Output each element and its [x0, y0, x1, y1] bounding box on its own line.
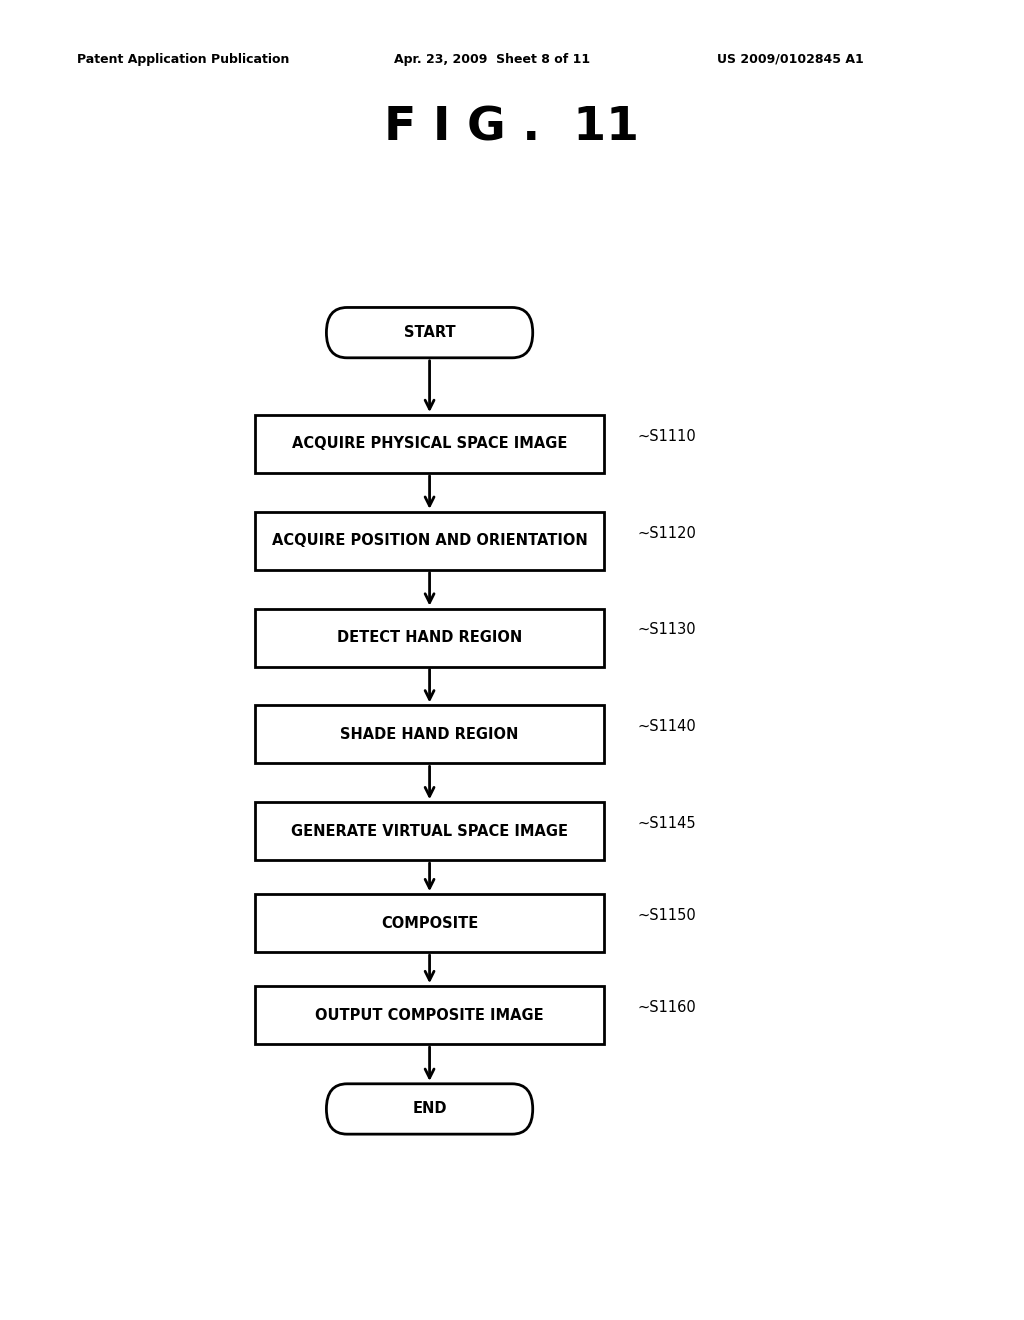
Text: GENERATE VIRTUAL SPACE IMAGE: GENERATE VIRTUAL SPACE IMAGE: [291, 824, 568, 838]
FancyBboxPatch shape: [255, 894, 604, 952]
Text: ~S1140: ~S1140: [638, 719, 696, 734]
FancyBboxPatch shape: [255, 705, 604, 763]
Text: COMPOSITE: COMPOSITE: [381, 916, 478, 931]
FancyBboxPatch shape: [327, 308, 532, 358]
Text: US 2009/0102845 A1: US 2009/0102845 A1: [717, 53, 863, 66]
Text: ~S1145: ~S1145: [638, 816, 696, 830]
Text: ACQUIRE PHYSICAL SPACE IMAGE: ACQUIRE PHYSICAL SPACE IMAGE: [292, 437, 567, 451]
Text: ~S1150: ~S1150: [638, 908, 696, 923]
Text: START: START: [403, 325, 456, 341]
Text: ~S1160: ~S1160: [638, 999, 696, 1015]
Text: Apr. 23, 2009  Sheet 8 of 11: Apr. 23, 2009 Sheet 8 of 11: [394, 53, 591, 66]
Text: ~S1120: ~S1120: [638, 525, 696, 540]
Text: F I G .  11: F I G . 11: [384, 106, 640, 150]
FancyBboxPatch shape: [255, 803, 604, 861]
Text: Patent Application Publication: Patent Application Publication: [77, 53, 289, 66]
Text: END: END: [413, 1101, 446, 1117]
FancyBboxPatch shape: [255, 414, 604, 473]
FancyBboxPatch shape: [255, 512, 604, 570]
Text: ACQUIRE POSITION AND ORIENTATION: ACQUIRE POSITION AND ORIENTATION: [271, 533, 588, 548]
FancyBboxPatch shape: [255, 986, 604, 1044]
FancyBboxPatch shape: [255, 609, 604, 667]
Text: SHADE HAND REGION: SHADE HAND REGION: [340, 727, 519, 742]
FancyBboxPatch shape: [327, 1084, 532, 1134]
Text: OUTPUT COMPOSITE IMAGE: OUTPUT COMPOSITE IMAGE: [315, 1007, 544, 1023]
Text: ~S1110: ~S1110: [638, 429, 696, 444]
Text: ~S1130: ~S1130: [638, 622, 696, 638]
Text: DETECT HAND REGION: DETECT HAND REGION: [337, 630, 522, 645]
